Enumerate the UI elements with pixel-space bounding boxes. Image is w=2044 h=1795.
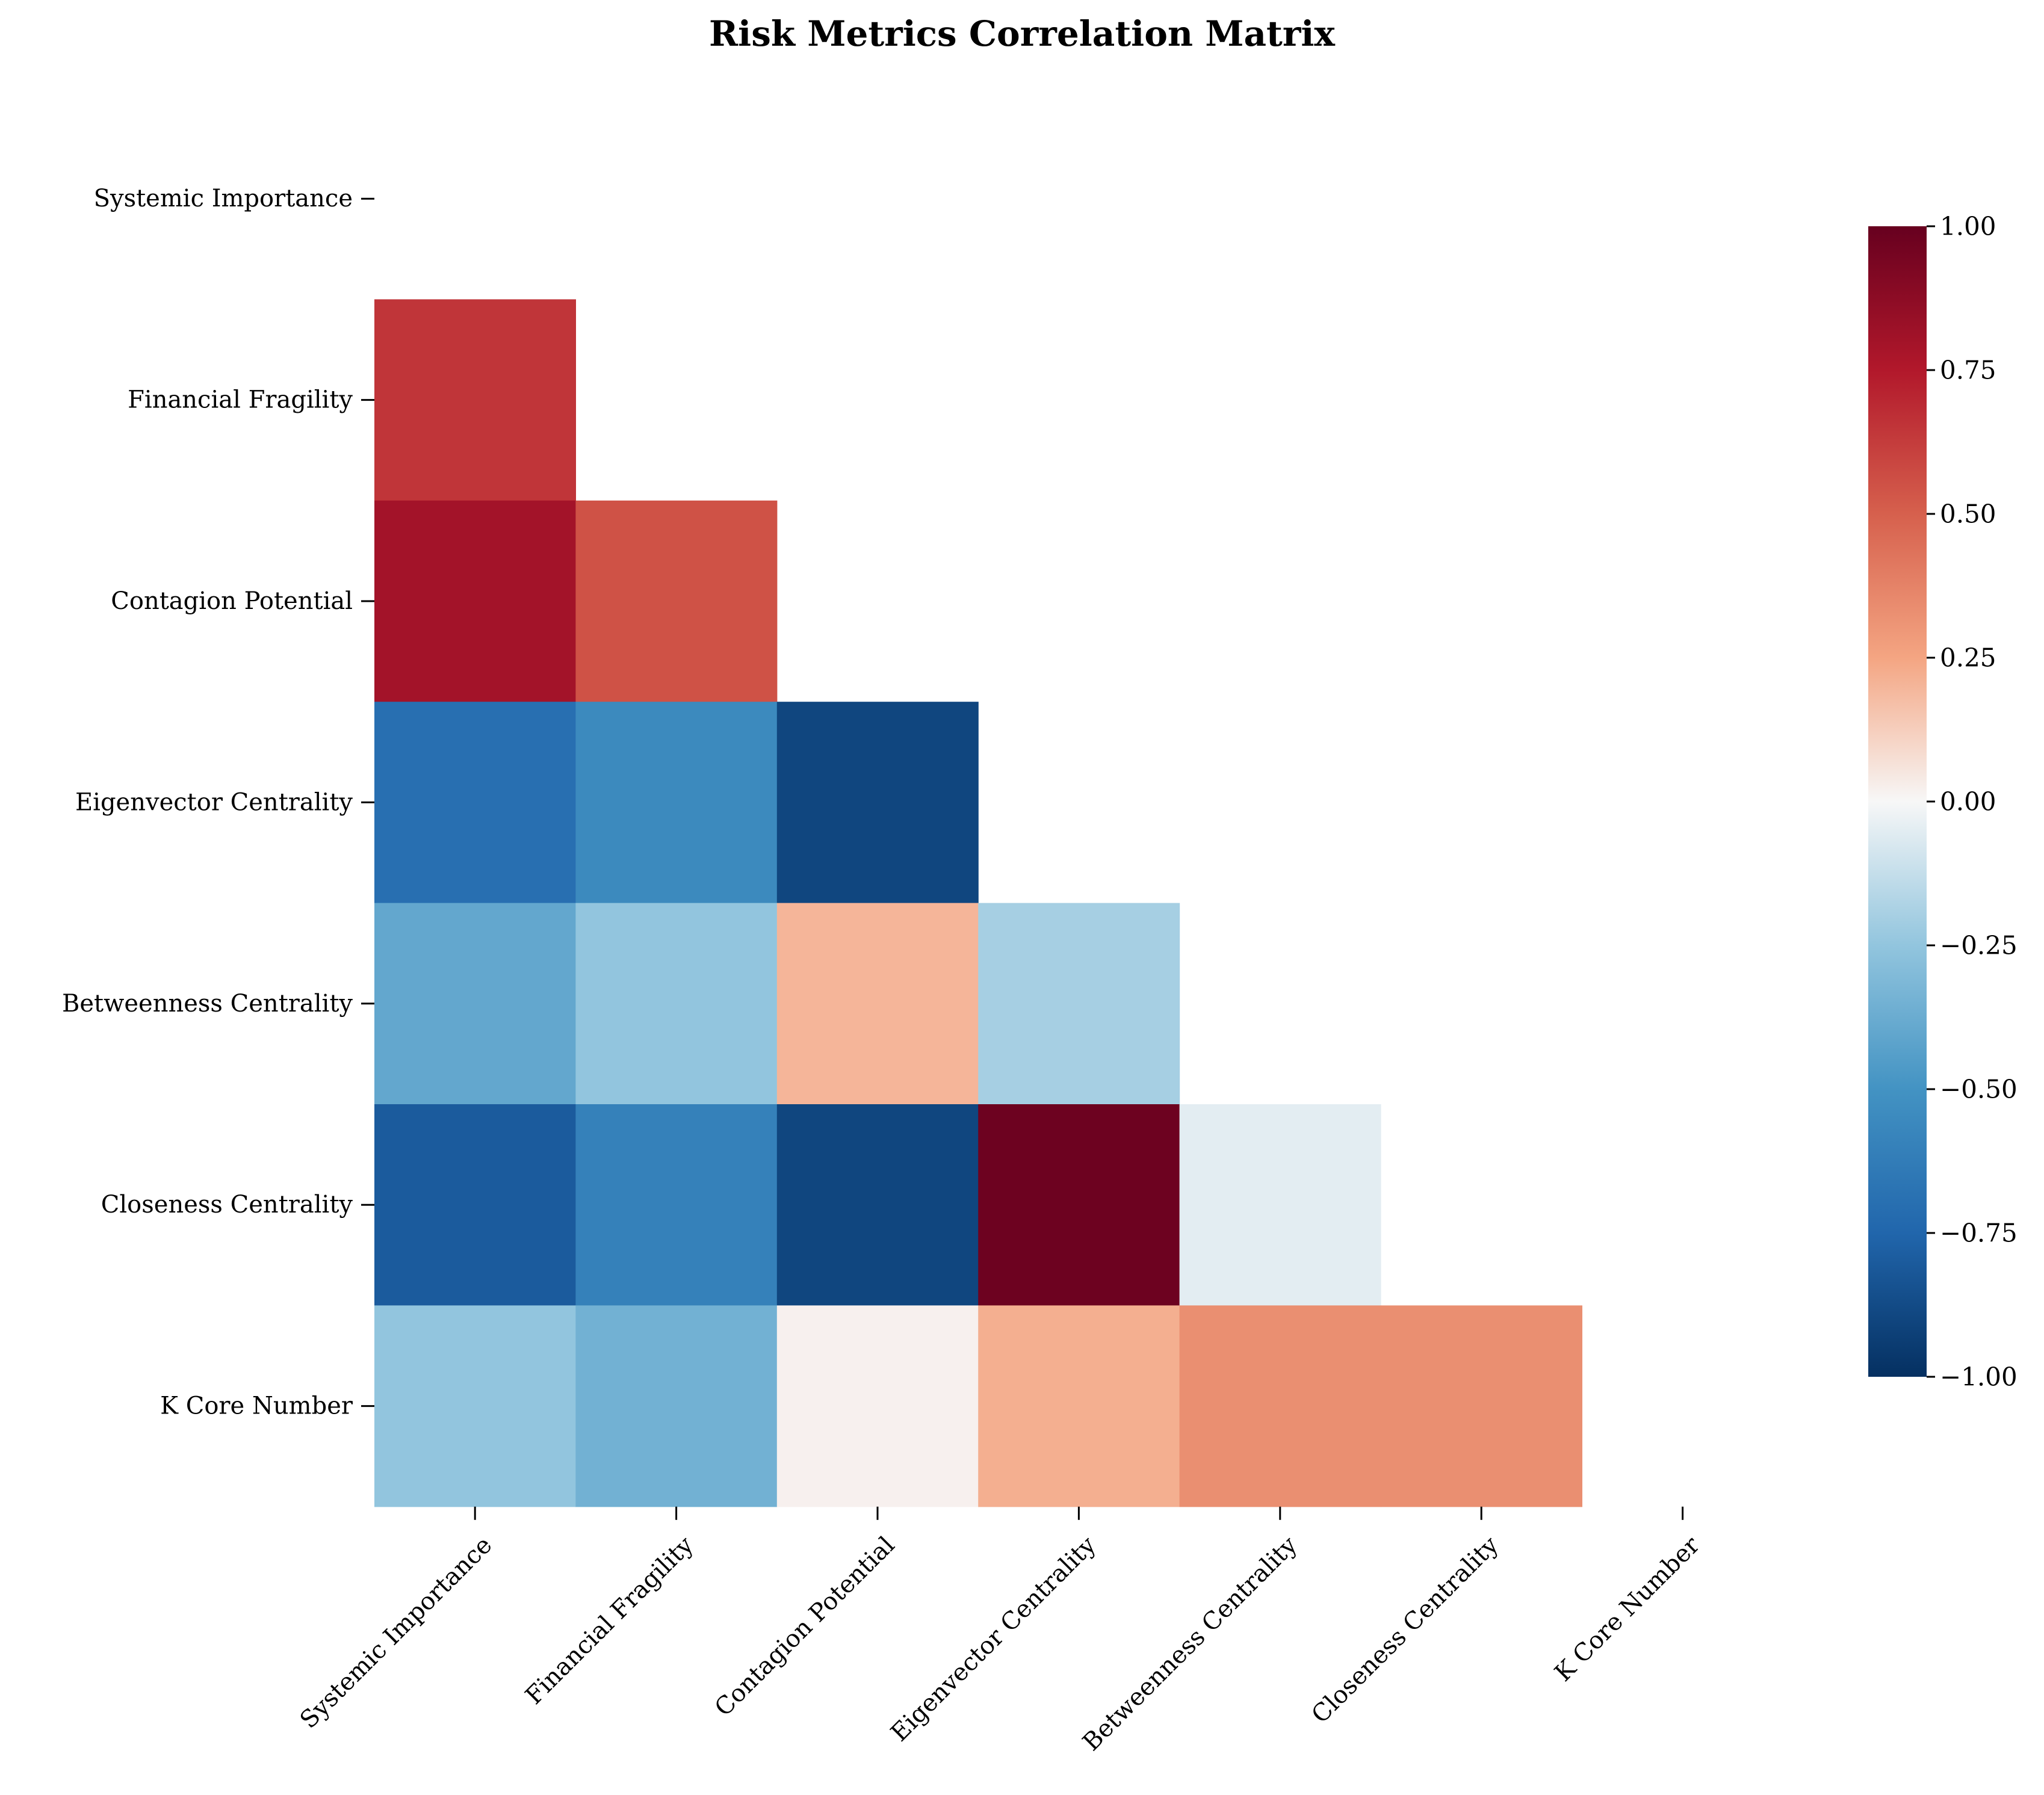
heatmap-cell [575,1104,778,1306]
chart-title: Risk Metrics Correlation Matrix [709,13,1335,54]
heatmap-cell [575,903,778,1105]
heatmap-cells [374,299,1582,1507]
y-tick-label: Contagion Potential [111,587,353,615]
heatmap-cell [1179,1305,1381,1507]
heatmap-cell [374,1104,576,1306]
heatmap-cell [1381,1305,1582,1507]
y-tick-label: K Core Number [160,1392,353,1420]
heatmap-cell [374,299,576,501]
colorbar-gradient [1868,226,1927,1377]
y-tick-label: Eigenvector Centrality [75,788,353,816]
heatmap-cell [978,1104,1180,1306]
heatmap-cell [374,903,576,1105]
heatmap-cell [374,1305,576,1507]
colorbar: −1.00 −0.75 −0.50 −0.25 0.00 0.25 0.50 0.75 1.00 [1868,212,2018,1392]
heatmap-cell [575,500,778,702]
x-axis-tick-labels: Systemic Importance Financial Fragility Co… [295,1506,1706,1756]
colorbar-tick-label: −0.25 [1940,931,2018,960]
colorbar-tick-label: 1.00 [1940,212,1996,241]
x-tick-label: Eigenvector Centrality [885,1531,1101,1747]
colorbar-tick-label: −0.50 [1940,1075,2018,1104]
colorbar-tick-label: 0.75 [1940,356,1996,385]
x-tick-label: Financial Fragility [520,1531,699,1710]
heatmap-cell [374,702,576,904]
heatmap-cell [776,702,979,904]
colorbar-tick-label: 0.50 [1940,499,1996,529]
colorbar-tick-label: −0.75 [1940,1219,2018,1248]
x-tick-label: K Core Number [1549,1531,1705,1687]
colorbar-tick-label: 0.25 [1940,643,1996,673]
heatmap-cell [776,1305,979,1507]
heatmap-cell [978,1305,1180,1507]
heatmap-cell [374,500,576,702]
heatmap-cell [776,1104,979,1306]
heatmap-cell [1179,1104,1381,1306]
x-tick-label: Betweenness Centrality [1077,1531,1302,1756]
y-tick-label: Betweenness Centrality [62,990,353,1018]
x-tick-label: Closeness Centrality [1306,1531,1504,1729]
colorbar-tick-label: 0.00 [1940,787,1996,817]
heatmap-cell [978,903,1180,1105]
heatmap-cell [575,702,778,904]
x-tick-label: Contagion Potential [710,1531,900,1722]
heatmap-cell [776,903,979,1105]
y-tick-label: Financial Fragility [128,386,353,414]
heatmap-cell [575,1305,778,1507]
y-tick-label: Closeness Centrality [101,1191,353,1219]
y-tick-label: Systemic Importance [94,185,353,212]
colorbar-tick-label: −1.00 [1940,1362,2018,1392]
y-axis-tick-labels: Systemic Importance Financial Fragility Co… [62,185,374,1420]
x-tick-label: Systemic Importance [295,1531,498,1734]
